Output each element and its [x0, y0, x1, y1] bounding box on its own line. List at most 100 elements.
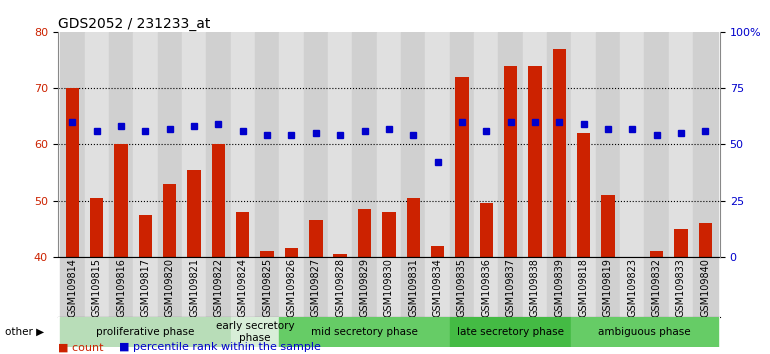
Bar: [382, 212, 396, 257]
Bar: [523, 32, 547, 257]
Bar: [285, 249, 298, 257]
Bar: [358, 209, 371, 257]
Bar: [498, 32, 523, 257]
Bar: [60, 317, 230, 347]
Text: GSM109819: GSM109819: [603, 258, 613, 317]
Text: GSM109830: GSM109830: [384, 258, 393, 317]
Bar: [230, 32, 255, 257]
Text: GSM109814: GSM109814: [67, 258, 77, 317]
Text: GSM109836: GSM109836: [481, 258, 491, 317]
Text: GSM109822: GSM109822: [213, 258, 223, 317]
Bar: [255, 32, 280, 257]
Text: other ▶: other ▶: [5, 327, 45, 337]
Bar: [474, 32, 498, 257]
Bar: [206, 32, 230, 257]
Text: GSM109838: GSM109838: [530, 258, 540, 317]
Text: GSM109824: GSM109824: [238, 258, 248, 317]
Bar: [620, 257, 644, 317]
Text: GSM109825: GSM109825: [262, 258, 272, 317]
Bar: [644, 257, 669, 317]
Bar: [333, 254, 347, 257]
Bar: [280, 257, 303, 317]
Bar: [601, 195, 614, 257]
Bar: [644, 32, 669, 257]
Bar: [650, 251, 663, 257]
Text: ■ percentile rank within the sample: ■ percentile rank within the sample: [119, 342, 321, 352]
Bar: [353, 257, 377, 317]
Bar: [280, 32, 303, 257]
Bar: [450, 32, 474, 257]
Bar: [450, 257, 474, 317]
Bar: [455, 77, 469, 257]
Bar: [309, 220, 323, 257]
Bar: [85, 257, 109, 317]
Bar: [65, 88, 79, 257]
Bar: [158, 32, 182, 257]
Bar: [571, 317, 718, 347]
Bar: [377, 32, 401, 257]
Bar: [547, 32, 571, 257]
Text: GSM109839: GSM109839: [554, 258, 564, 317]
Bar: [133, 257, 158, 317]
Bar: [353, 32, 377, 257]
Text: GSM109823: GSM109823: [628, 258, 638, 317]
Bar: [401, 32, 425, 257]
Bar: [528, 65, 541, 257]
Text: GSM109832: GSM109832: [651, 258, 661, 317]
Text: GSM109828: GSM109828: [335, 258, 345, 317]
Bar: [109, 257, 133, 317]
Bar: [60, 32, 85, 257]
Text: GSM109829: GSM109829: [360, 258, 370, 317]
Text: GSM109817: GSM109817: [140, 258, 150, 317]
Text: early secretory
phase: early secretory phase: [216, 321, 294, 343]
Text: ■ count: ■ count: [58, 342, 103, 352]
Bar: [90, 198, 103, 257]
Text: GSM109816: GSM109816: [116, 258, 126, 317]
Bar: [669, 32, 693, 257]
Bar: [553, 49, 566, 257]
Text: GSM109826: GSM109826: [286, 258, 296, 317]
Text: GSM109827: GSM109827: [311, 258, 321, 317]
Bar: [431, 246, 444, 257]
Bar: [260, 251, 274, 257]
Bar: [133, 32, 158, 257]
Bar: [280, 317, 450, 347]
Bar: [255, 257, 280, 317]
Bar: [212, 144, 225, 257]
Bar: [303, 32, 328, 257]
Bar: [109, 32, 133, 257]
Bar: [450, 317, 571, 347]
Bar: [577, 133, 591, 257]
Text: GSM109831: GSM109831: [408, 258, 418, 317]
Bar: [498, 257, 523, 317]
Bar: [547, 257, 571, 317]
Bar: [596, 32, 620, 257]
Bar: [693, 32, 718, 257]
Bar: [480, 204, 493, 257]
Bar: [328, 257, 353, 317]
Text: mid secretory phase: mid secretory phase: [311, 327, 418, 337]
Bar: [523, 257, 547, 317]
Bar: [474, 257, 498, 317]
Bar: [693, 257, 718, 317]
Bar: [407, 198, 420, 257]
Bar: [425, 257, 450, 317]
Bar: [596, 257, 620, 317]
Bar: [571, 32, 596, 257]
Bar: [303, 257, 328, 317]
Bar: [158, 257, 182, 317]
Bar: [115, 144, 128, 257]
Text: GDS2052 / 231233_at: GDS2052 / 231233_at: [58, 17, 210, 31]
Text: GSM109837: GSM109837: [506, 258, 516, 317]
Bar: [675, 229, 688, 257]
Bar: [60, 257, 85, 317]
Text: GSM109821: GSM109821: [189, 258, 199, 317]
Bar: [328, 32, 353, 257]
Bar: [625, 257, 639, 268]
Bar: [571, 257, 596, 317]
Text: GSM109840: GSM109840: [701, 258, 711, 317]
Bar: [377, 257, 401, 317]
Bar: [206, 257, 230, 317]
Bar: [182, 257, 206, 317]
Bar: [85, 32, 109, 257]
